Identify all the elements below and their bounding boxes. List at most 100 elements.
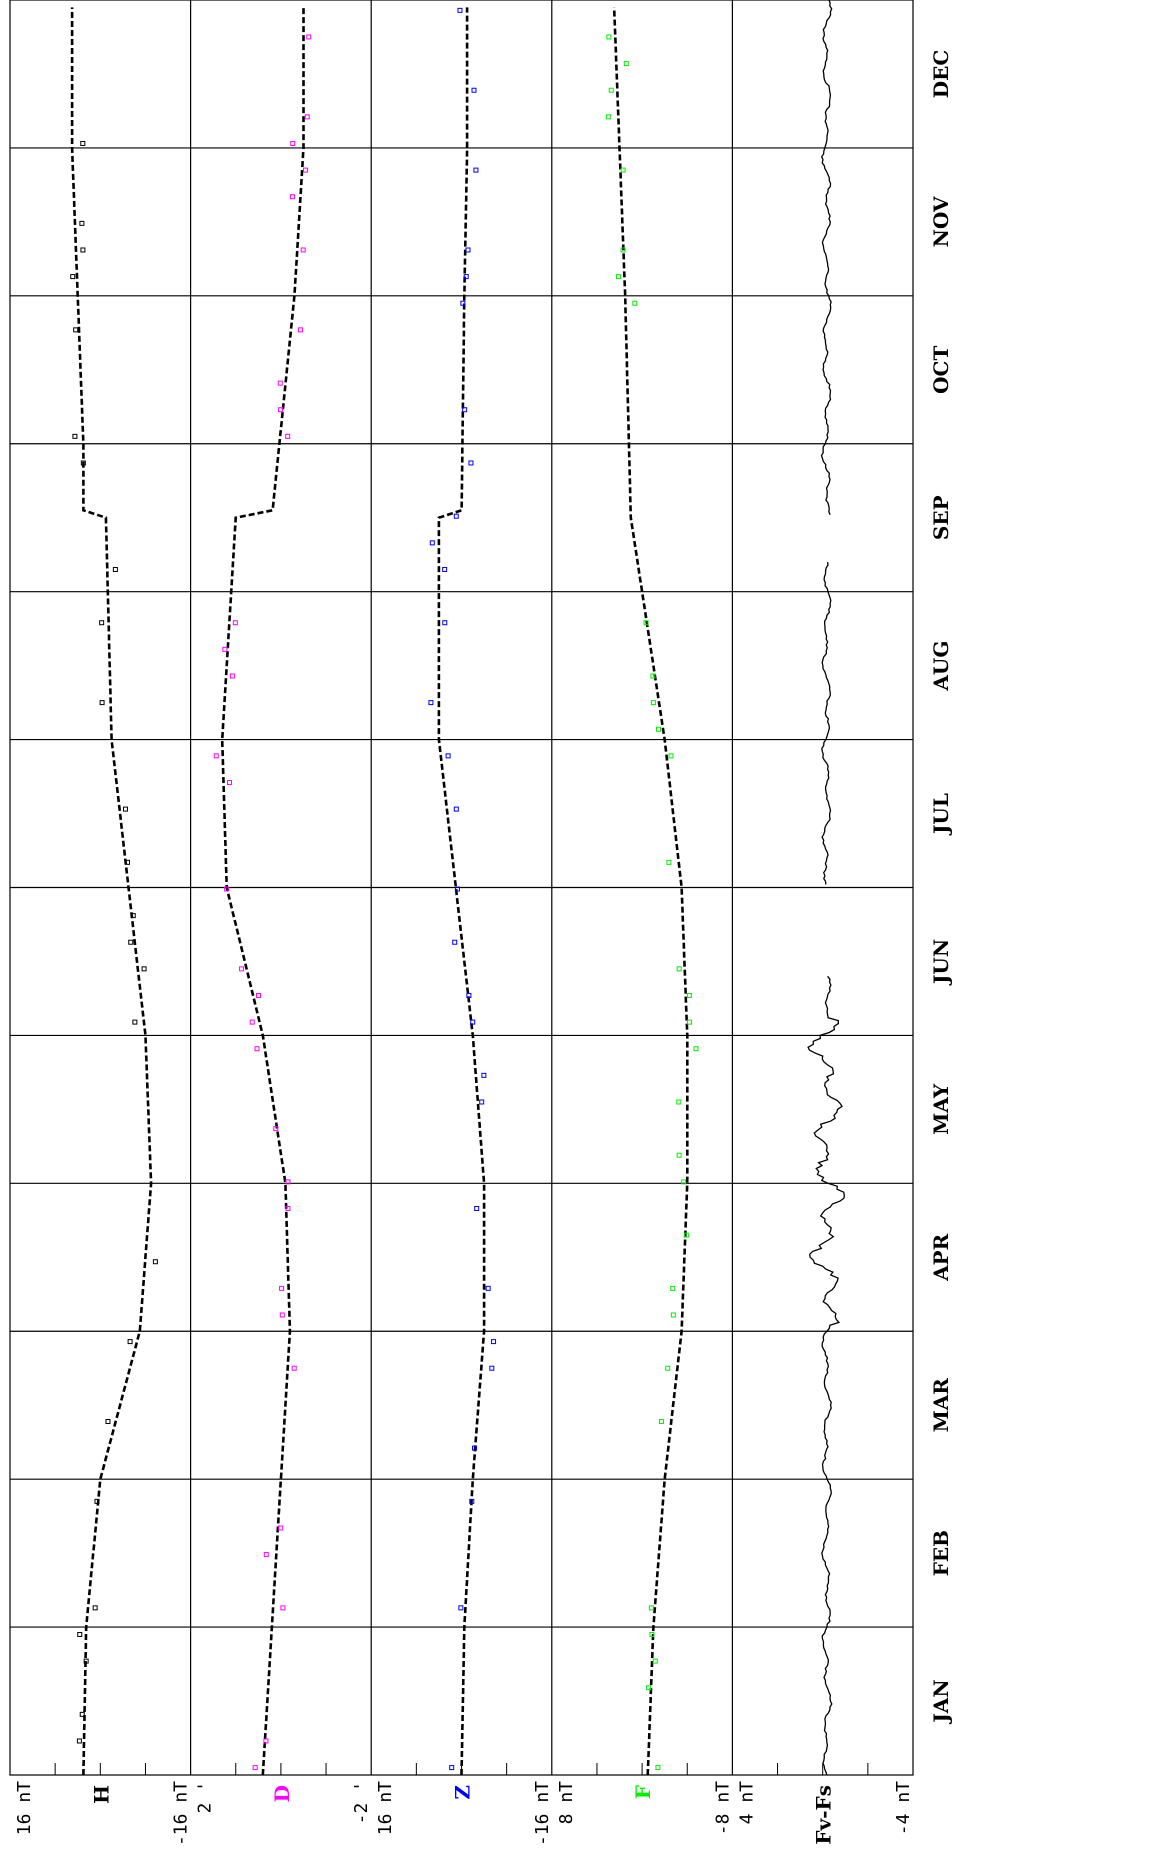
data-point [649, 1631, 655, 1637]
data-point [76, 1738, 82, 1744]
panel-name-label: Fv-Fs [812, 1785, 836, 1845]
data-point [304, 114, 310, 120]
scale-top-label: 16 nT [14, 1781, 35, 1835]
data-point [130, 913, 136, 919]
data-point [686, 992, 692, 998]
data-point [474, 1205, 480, 1211]
data-point [469, 1498, 475, 1504]
data-point [457, 7, 463, 13]
data-point [72, 433, 78, 439]
data-point [92, 1605, 98, 1611]
data-point [620, 167, 626, 173]
data-point [452, 939, 458, 945]
data-point [306, 34, 312, 40]
data-point [658, 1418, 664, 1424]
chart-curves [70, 0, 845, 1776]
data-point [623, 61, 629, 67]
data-point [73, 327, 79, 333]
data-point [285, 433, 291, 439]
data-point [303, 167, 309, 173]
data-point [683, 1232, 689, 1238]
data-point [620, 247, 626, 253]
data-point [278, 1525, 284, 1531]
data-point [226, 779, 232, 785]
data-point [132, 1019, 138, 1025]
data-point [94, 1498, 100, 1504]
data-point [670, 1312, 676, 1318]
data-point [489, 1365, 495, 1371]
scale-top-label: 2 ' [195, 1781, 216, 1814]
data-point [606, 34, 612, 40]
data-point [676, 1099, 682, 1105]
data-point [285, 1205, 291, 1211]
data-point [449, 1765, 455, 1771]
panel-name-label: D [270, 1785, 294, 1802]
data-point [465, 247, 471, 253]
scale-top-label: 16 nT [375, 1781, 396, 1835]
data-point [222, 646, 228, 652]
baseline-curve [70, 7, 153, 1776]
data-point [273, 1126, 279, 1132]
data-point [666, 859, 672, 865]
data-point [280, 1605, 286, 1611]
data-point [632, 300, 638, 306]
data-point [254, 1046, 260, 1052]
data-point [429, 540, 435, 546]
data-point [278, 407, 284, 413]
data-point [79, 220, 85, 226]
data-point [128, 939, 134, 945]
data-point [70, 274, 76, 280]
data-point [608, 87, 614, 93]
month-label: JUN [929, 939, 953, 986]
data-point [670, 1285, 676, 1291]
data-point [655, 1765, 661, 1771]
data-point [686, 1019, 692, 1025]
data-point [112, 566, 118, 572]
data-point [481, 1072, 487, 1078]
panel-name-label: H [89, 1785, 113, 1804]
month-label: JAN [929, 1679, 953, 1724]
data-point [290, 140, 296, 146]
data-point [485, 1285, 491, 1291]
data-point [285, 1179, 291, 1185]
data-point [454, 886, 460, 892]
data-point [605, 114, 611, 120]
data-point [491, 1339, 497, 1345]
data-point [442, 566, 448, 572]
data-point [473, 167, 479, 173]
data-point [263, 1552, 269, 1558]
data-point [462, 407, 468, 413]
baseline-curve [220, 7, 305, 1776]
data-point [105, 1418, 111, 1424]
data-point [300, 247, 306, 253]
axis-labels: 16 nT -16 nT H 2 ' -2 ' D 16 nT -16 nT Z 8 nT -8 n… [14, 1781, 914, 1846]
month-label: NOV [929, 196, 953, 247]
scale-bottom-label: -4 nT [893, 1781, 914, 1835]
baseline-curve [437, 7, 486, 1776]
data-point [442, 620, 448, 626]
data-point [80, 460, 86, 466]
panel-name-label: Z [451, 1785, 475, 1800]
data-point [141, 966, 147, 972]
chart-gridlines [9, 0, 914, 1776]
data-point [650, 673, 656, 679]
scale-bottom-label: -8 nT [712, 1781, 733, 1835]
month-label: FEB [929, 1530, 953, 1576]
baseline-curve [612, 7, 689, 1776]
data-point [453, 513, 459, 519]
data-point [232, 620, 238, 626]
data-point [428, 700, 434, 706]
data-point [445, 753, 451, 759]
data-point [665, 1365, 671, 1371]
scale-bottom-label: -2 ' [351, 1781, 372, 1824]
data-point [650, 700, 656, 706]
data-point [122, 806, 128, 812]
data-point [466, 992, 472, 998]
scale-bottom-label: -16 nT [171, 1781, 192, 1846]
month-label: APR [929, 1233, 953, 1282]
data-point [77, 1631, 83, 1637]
data-point [458, 1605, 464, 1611]
data-point [213, 753, 219, 759]
month-labels: JAN FEB MAR APR MAY JUN JUL AUG SEP OCT NOV DEC [929, 50, 953, 1725]
